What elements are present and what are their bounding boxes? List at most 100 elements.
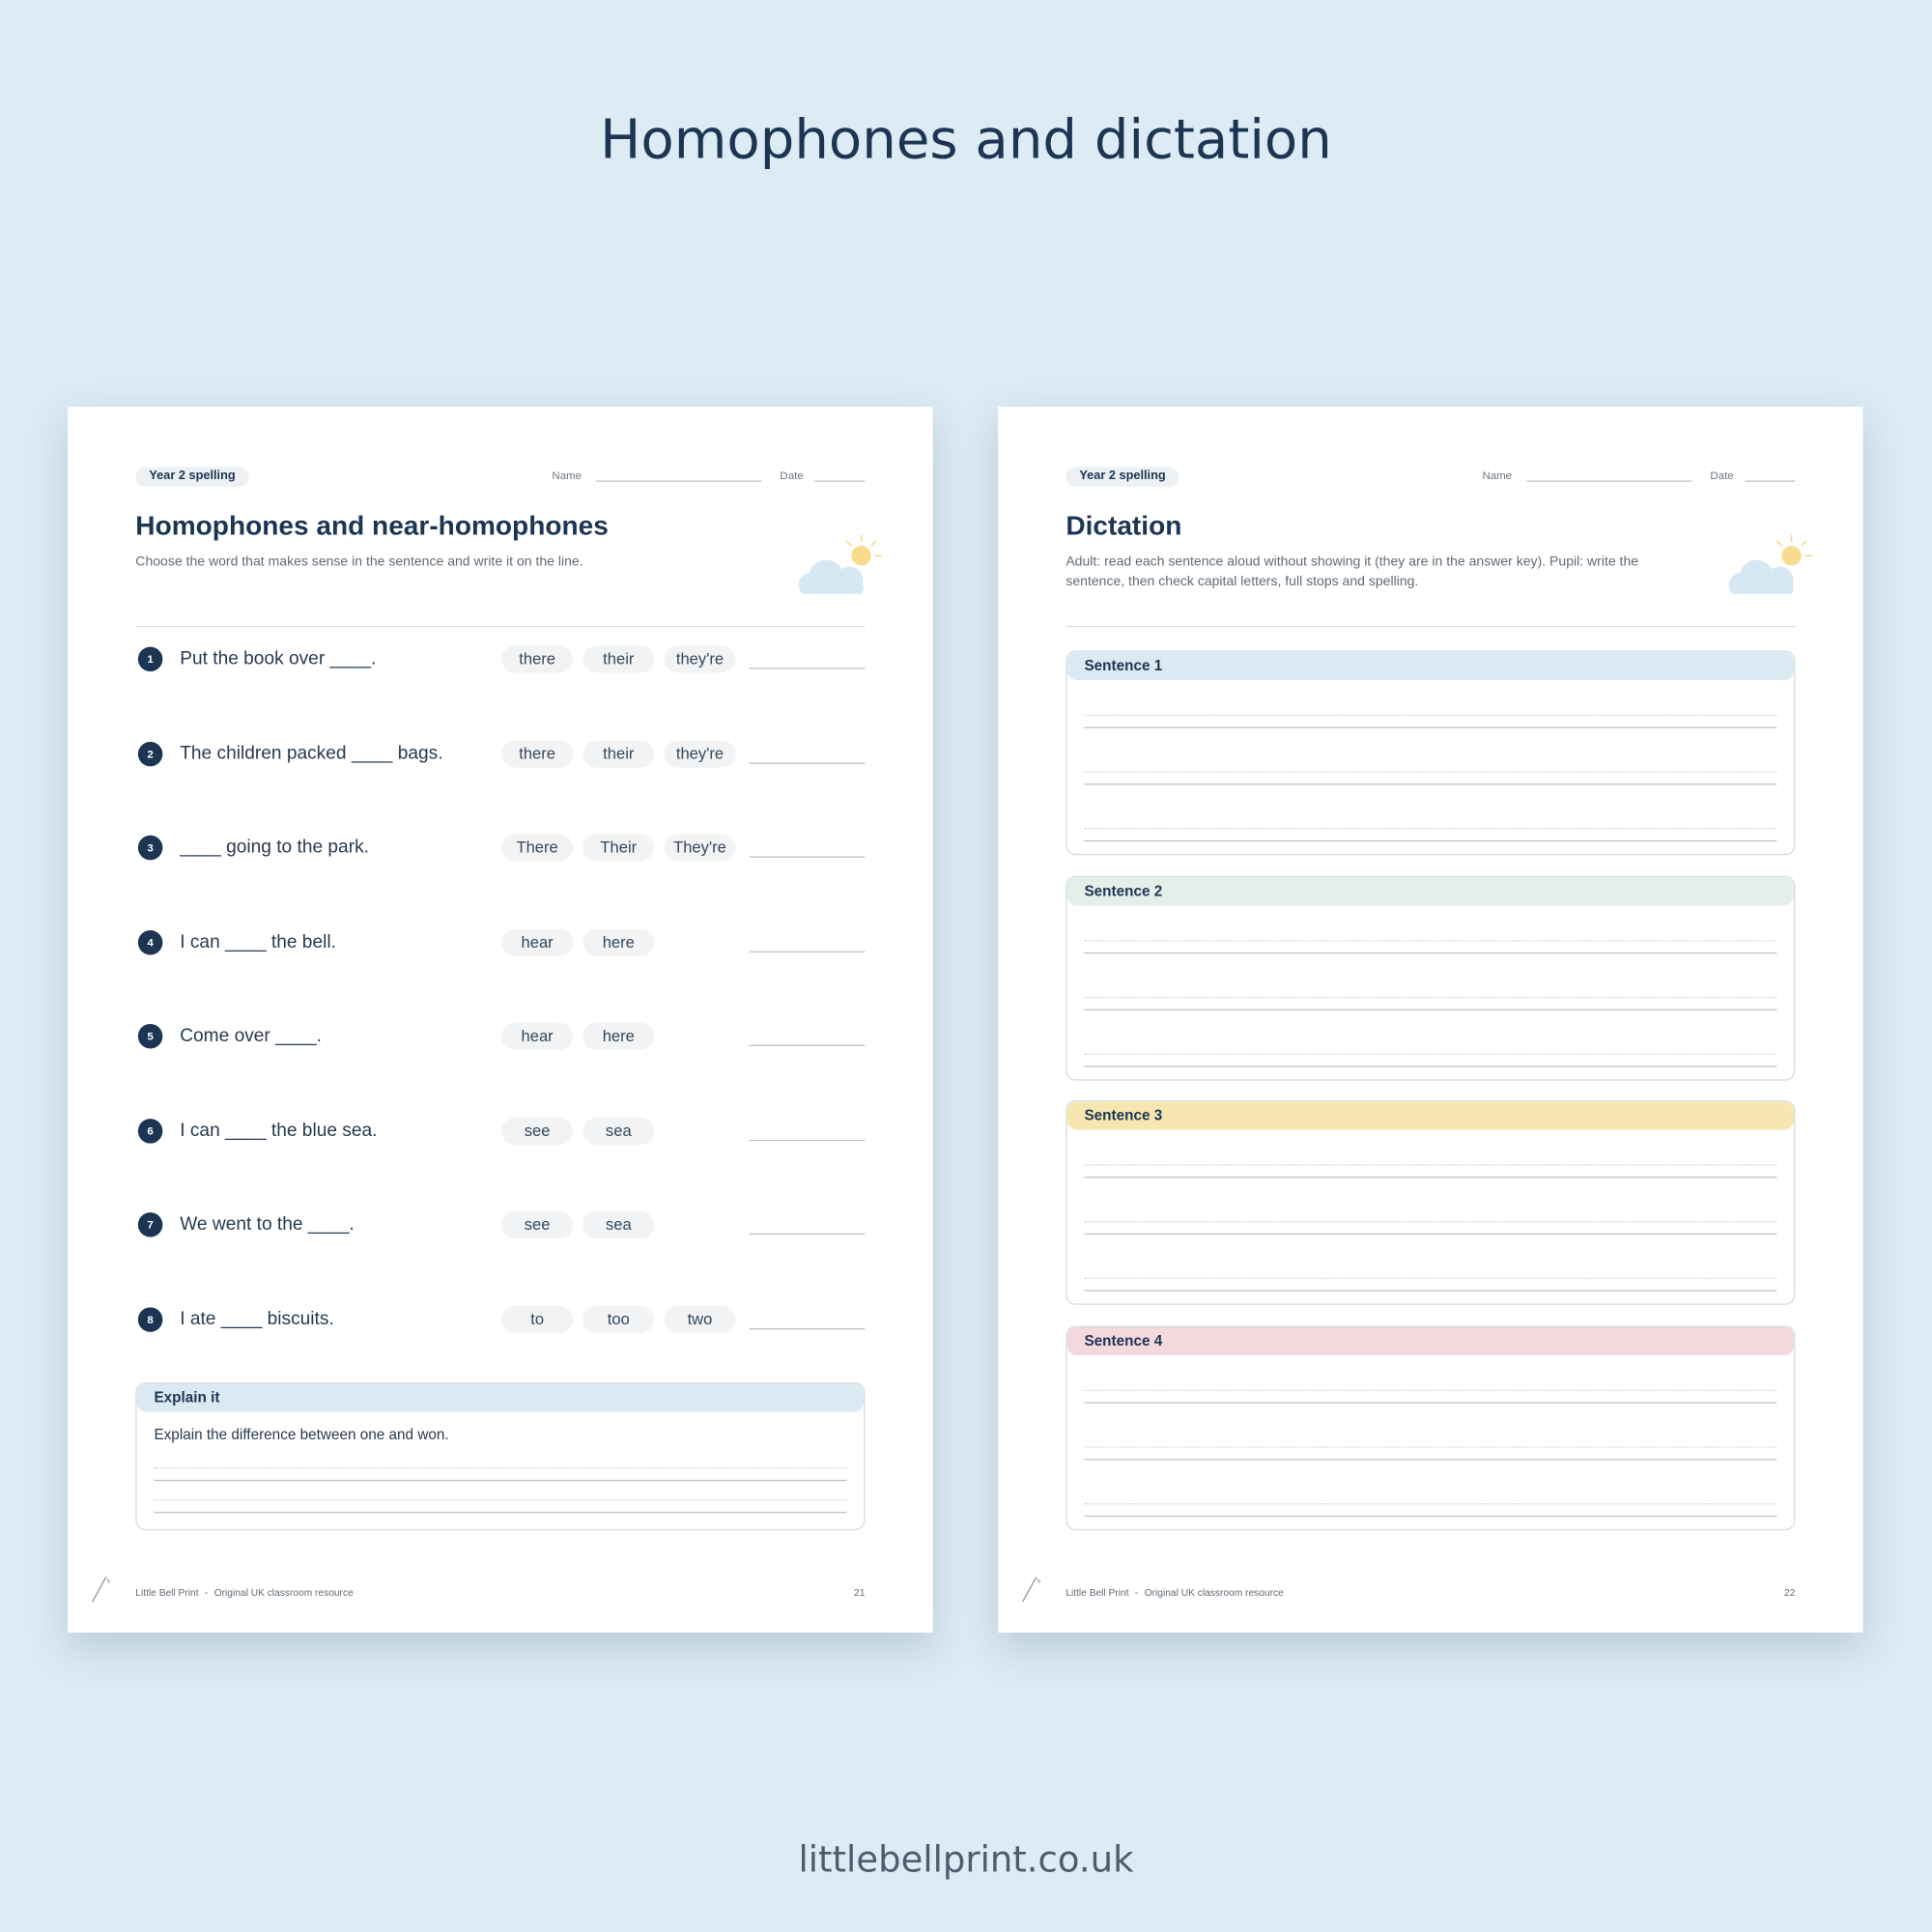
- word-option: here: [582, 928, 655, 956]
- writing-line: [1084, 952, 1777, 953]
- writing-line: [1084, 1065, 1777, 1067]
- page-footer: Little Bell Print - Original UK classroom …: [1065, 1587, 1290, 1598]
- word-option: their: [582, 739, 655, 768]
- name-line: [596, 480, 762, 482]
- writing-line: [1084, 1459, 1777, 1461]
- answer-line: [749, 1233, 866, 1236]
- question-number: 3: [137, 835, 163, 861]
- guide-line: [1084, 1503, 1777, 1505]
- weather-icon: [798, 534, 883, 594]
- word-option: hear: [501, 928, 574, 956]
- writing-line: [1084, 839, 1777, 842]
- word-option: sea: [582, 1210, 655, 1238]
- question-sentence: I can ____ the blue sea.: [180, 1119, 378, 1141]
- page-footer: Little Bell Print - Original UK classroom …: [135, 1587, 359, 1598]
- word-option: sea: [582, 1117, 655, 1145]
- guide-line: [1084, 1446, 1777, 1448]
- name-line: [1526, 480, 1692, 482]
- word-option: there: [501, 739, 574, 768]
- word-option: here: [582, 1022, 655, 1050]
- worksheet-page: Year 2 spelling Name Date Dictation Adult: r…: [998, 406, 1863, 1634]
- name-label: Name: [552, 469, 582, 482]
- word-option: hear: [501, 1022, 574, 1050]
- word-option: they're: [664, 645, 736, 673]
- guide-line: [1084, 939, 1777, 942]
- question-number: 5: [137, 1023, 163, 1049]
- guide-line: [1084, 1389, 1777, 1392]
- word-option: there: [501, 645, 574, 673]
- sentence-heading: Sentence 3: [1066, 1101, 1795, 1131]
- answer-line: [749, 1327, 866, 1329]
- date-label: Date: [780, 469, 804, 482]
- weather-icon: [1728, 534, 1813, 594]
- writing-line: [1084, 1234, 1777, 1236]
- answer-line: [749, 1139, 866, 1141]
- question-number: 6: [137, 1118, 163, 1144]
- question-sentence: ____ going to the park.: [180, 837, 369, 858]
- sentence-box: Sentence 2: [1065, 875, 1796, 1081]
- question-number: 7: [137, 1212, 163, 1237]
- guide-line: [1084, 1221, 1777, 1223]
- sentence-box: Sentence 3: [1065, 1100, 1796, 1306]
- sentence-box: Sentence 4: [1065, 1325, 1796, 1531]
- guide-line: [154, 1499, 847, 1501]
- footer-separator: -: [1134, 1586, 1139, 1599]
- word-option: They're: [664, 834, 736, 862]
- question-sentence: Come over ____.: [180, 1025, 323, 1046]
- site-url: littlebellprint.co.uk: [798, 1838, 1134, 1881]
- divider: [1065, 625, 1796, 628]
- writing-line: [154, 1479, 847, 1482]
- guide-line: [154, 1467, 847, 1469]
- explain-box: Explain it Explain the difference between…: [135, 1382, 866, 1531]
- word-option: see: [501, 1117, 574, 1145]
- question-sentence: We went to the ____.: [180, 1213, 355, 1236]
- word-option: they're: [664, 739, 736, 768]
- level-tag: Year 2 spelling: [135, 467, 249, 487]
- word-option: their: [582, 645, 655, 673]
- logo-icon: [1022, 1577, 1041, 1603]
- name-label: Name: [1482, 469, 1513, 482]
- page-number: 22: [1784, 1586, 1796, 1599]
- guide-line: [1084, 996, 1777, 998]
- answer-line: [749, 951, 866, 952]
- logo-icon: [91, 1577, 111, 1603]
- footer-tagline: Original UK classroom resource: [1144, 1586, 1284, 1599]
- word-option: see: [501, 1210, 574, 1238]
- page-number: 21: [854, 1586, 866, 1599]
- date-label: Date: [1710, 469, 1734, 482]
- word-option: two: [664, 1305, 736, 1333]
- date-line: [1745, 480, 1796, 482]
- sentence-heading: Sentence 4: [1066, 1326, 1795, 1356]
- instructions: Adult: read each sentence aloud without …: [1065, 554, 1639, 589]
- footer-brand: Little Bell Print: [135, 1586, 199, 1599]
- writing-line: [1084, 1177, 1777, 1179]
- footer-tagline: Original UK classroom resource: [213, 1586, 354, 1599]
- word-option: Their: [582, 834, 655, 862]
- writing-line: [1084, 1402, 1777, 1404]
- page-title: Homophones and near-homophones: [135, 510, 609, 541]
- explain-prompt: Explain the difference between one and w…: [154, 1425, 449, 1443]
- writing-line: [1084, 1290, 1777, 1293]
- writing-line: [1084, 726, 1777, 728]
- answer-line: [749, 761, 866, 764]
- question-number: 4: [137, 929, 163, 954]
- question-sentence: Put the book over ____.: [180, 647, 377, 669]
- guide-line: [1084, 1278, 1777, 1280]
- question-number: 2: [137, 741, 163, 766]
- word-option: There: [501, 834, 574, 862]
- explain-heading: Explain it: [136, 1383, 865, 1412]
- level-tag: Year 2 spelling: [1065, 467, 1179, 487]
- footer-separator: -: [204, 1586, 209, 1599]
- instructions: Choose the word that makes sense in the …: [135, 554, 583, 570]
- word-option: too: [582, 1305, 655, 1333]
- divider: [135, 625, 866, 628]
- date-line: [814, 480, 866, 482]
- sentence-box: Sentence 1: [1065, 650, 1796, 856]
- guide-line: [1084, 714, 1777, 717]
- writing-line: [1084, 1515, 1777, 1518]
- footer-brand: Little Bell Print: [1065, 1586, 1129, 1599]
- writing-line: [1084, 783, 1777, 785]
- page-title: Dictation: [1065, 510, 1182, 541]
